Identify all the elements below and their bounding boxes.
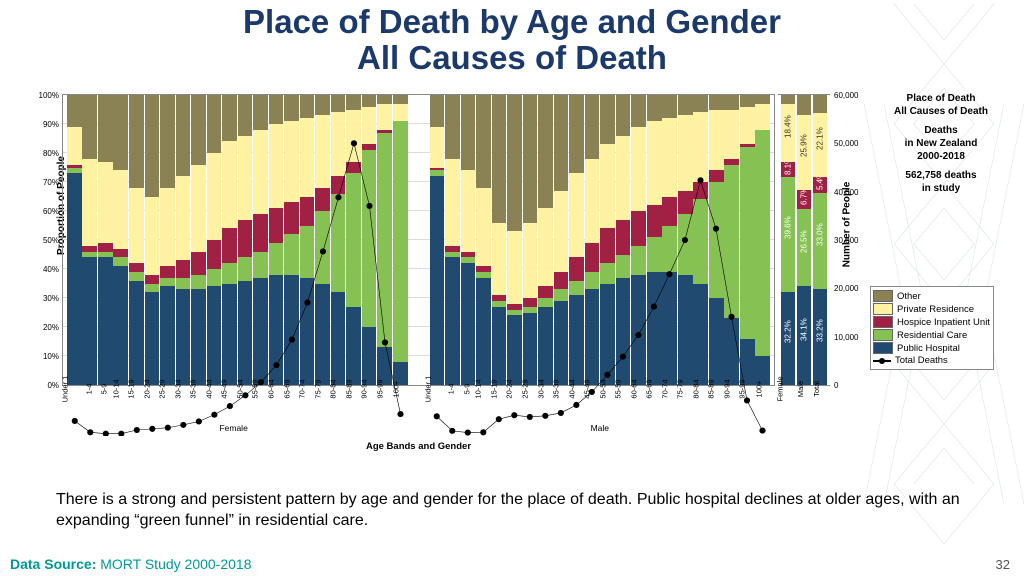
bar-col: 70-74: [300, 95, 315, 385]
bar-col: 15-19: [492, 95, 507, 385]
chart-container: Proportion of People Number of People Ag…: [20, 86, 1000, 466]
bar-col: 65-69: [284, 95, 299, 385]
bar-col: 40-44: [569, 95, 584, 385]
bar-col: 20-24: [507, 95, 522, 385]
x-axis-title: Age Bands and Gender: [63, 441, 774, 452]
slide-title: Place of Death by Age and Gender All Cau…: [0, 4, 1024, 77]
page-number: 32: [996, 557, 1010, 572]
bar-col: 100+: [755, 95, 770, 385]
bar-col: 55-59: [253, 95, 268, 385]
bar-col: 10-14: [113, 95, 128, 385]
bar-col: 15-19: [129, 95, 144, 385]
bar-col: 35-39: [191, 95, 206, 385]
bar-col: 25-29: [160, 95, 175, 385]
bar-col: 65-69: [647, 95, 662, 385]
bar-col: Under 1: [67, 95, 82, 385]
bar-col: 45-49: [222, 95, 237, 385]
bar-col: 25-29: [523, 95, 538, 385]
bar-col: 70-74: [662, 95, 677, 385]
bar-col: 75-79: [315, 95, 330, 385]
bar-col: 5-9: [98, 95, 113, 385]
bar-col: 60-64: [631, 95, 646, 385]
totals-panel: 010,00020,00030,00040,00050,00060,00032.…: [778, 94, 830, 386]
bar-col: 80-84: [331, 95, 346, 385]
data-source: Data Source: MORT Study 2000-2018: [10, 556, 252, 572]
study-info-box: Place of Death All Causes of Death Death…: [888, 92, 994, 195]
bar-col: 1-4: [82, 95, 97, 385]
bar-col: 95-99: [740, 95, 755, 385]
bar-col: 20-24: [145, 95, 160, 385]
bar-col: 90-94: [724, 95, 739, 385]
bar-col: Under 1: [430, 95, 445, 385]
bar-col: 50-54: [600, 95, 615, 385]
bar-col: 5-9: [461, 95, 476, 385]
bar-col: 30-34: [176, 95, 191, 385]
bar-col: 95-99: [377, 95, 392, 385]
bar-col: 50-54: [238, 95, 253, 385]
plot-area: Age Bands and Gender 0%10%20%30%40%50%60…: [62, 94, 775, 386]
bar-col: 55-59: [616, 95, 631, 385]
bar-col: 35-39: [554, 95, 569, 385]
bar-col: 80-84: [693, 95, 708, 385]
bar-col: 90-94: [362, 95, 377, 385]
bar-col: 75-79: [678, 95, 693, 385]
bar-col: 85-89: [346, 95, 361, 385]
caption-text: There is a strong and persistent pattern…: [56, 490, 984, 532]
bar-col: 45-49: [585, 95, 600, 385]
bar-col: 100+: [393, 95, 408, 385]
bar-col: 30-34: [538, 95, 553, 385]
bar-col: 40-44: [207, 95, 222, 385]
bar-col: 85-89: [709, 95, 724, 385]
legend: Other Private Residence Hospice Inpatien…: [870, 286, 994, 370]
bar-col: 1-4: [445, 95, 460, 385]
bar-col: 10-14: [476, 95, 491, 385]
bar-col: 60-64: [269, 95, 284, 385]
